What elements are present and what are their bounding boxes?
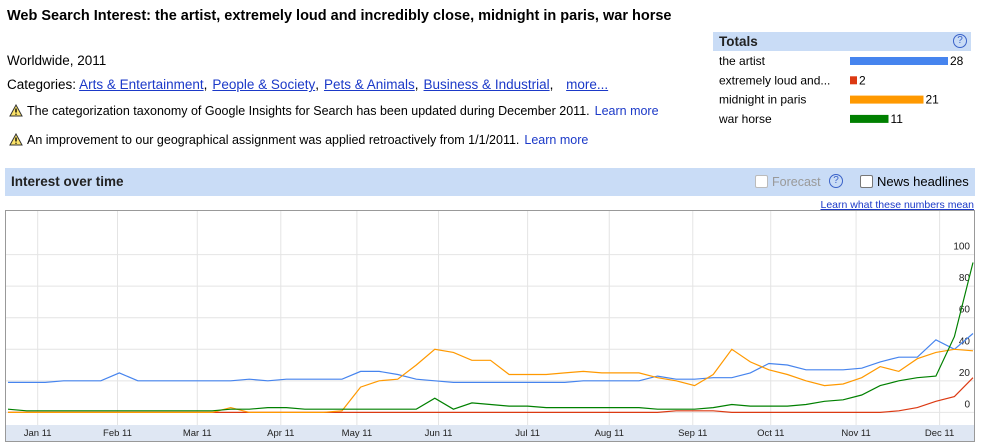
total-name: the artist	[719, 54, 766, 68]
total-bar	[850, 95, 924, 104]
totals-title: Totals	[719, 34, 758, 49]
total-bar	[850, 76, 857, 85]
total-name: extremely loud and...	[719, 73, 830, 87]
category-link[interactable]: Business & Industrial	[424, 77, 554, 92]
totals-box: Totals ? the artist 28 extremely loud and.…	[713, 32, 971, 128]
y-tick-label: 60	[959, 305, 971, 316]
news-checkbox[interactable]	[860, 175, 873, 188]
categories: Categories: Arts & Entertainment People &…	[7, 77, 613, 92]
series-line	[8, 348, 974, 413]
notice: An improvement to our geographical assig…	[9, 132, 589, 147]
x-tick-label: Oct 11	[757, 428, 784, 439]
totals-bars: the artist 28 extremely loud and... 2 midnig…	[718, 54, 964, 126]
forecast-label: Forecast	[772, 175, 821, 189]
x-tick-label: May 11	[342, 428, 372, 439]
category-links: Arts & Entertainment People & Society Pets…	[79, 77, 558, 92]
notice-text: An improvement to our geographical assig…	[27, 133, 520, 147]
x-tick-label: Jul 11	[515, 428, 540, 439]
notice-link[interactable]: Learn more	[524, 133, 589, 147]
forecast-checkbox[interactable]	[755, 175, 768, 188]
total-bar	[850, 114, 889, 123]
x-tick-label: Jun 11	[425, 428, 453, 439]
category-link[interactable]: Pets & Animals	[324, 77, 419, 92]
page-title: Web Search Interest: the artist, extreme…	[7, 8, 672, 24]
x-axis-band	[6, 425, 974, 441]
more-link[interactable]: more...	[566, 77, 609, 92]
y-tick-label: 80	[959, 273, 971, 284]
totals-header: Totals ?	[713, 32, 971, 51]
x-tick-label: Sep 11	[678, 428, 707, 439]
x-tick-label: Aug 11	[595, 428, 624, 439]
x-tick-label: Mar 11	[183, 428, 212, 439]
notice-text: The categorization taxonomy of Google In…	[27, 104, 590, 118]
total-value: 21	[926, 93, 940, 107]
y-tick-label: 100	[953, 242, 970, 253]
panel-title: Interest over time	[11, 174, 124, 189]
chart: Jan 11 Feb 11 Mar 11 Apr 11 May 11 Jun 11 Jul …	[5, 210, 975, 442]
total-value: 28	[950, 54, 964, 68]
warning-icon	[9, 103, 23, 117]
warning-icon	[9, 132, 23, 146]
categories-label: Categories:	[7, 77, 77, 92]
chart-frame	[5, 210, 975, 442]
x-tick-label: Feb 11	[103, 428, 132, 439]
category-link[interactable]: People & Society	[212, 77, 319, 92]
series-line	[8, 333, 974, 383]
total-name: war horse	[718, 112, 772, 126]
total-name: midnight in paris	[719, 93, 806, 107]
series-line	[7, 262, 974, 412]
notice-link[interactable]: Learn more	[594, 104, 659, 118]
category-link[interactable]: Arts & Entertainment	[79, 77, 207, 92]
y-tick-label: 20	[959, 368, 971, 379]
notice: The categorization taxonomy of Google In…	[9, 103, 659, 118]
help-icon[interactable]: ?	[829, 174, 843, 188]
total-bar	[850, 57, 948, 65]
news-label: News headlines	[877, 174, 969, 189]
help-icon[interactable]: ?	[953, 34, 967, 48]
x-tick-label: Dec 11	[925, 428, 954, 439]
total-value: 2	[859, 73, 866, 87]
learn-link[interactable]: Learn what these numbers mean	[820, 199, 974, 211]
panel-header: Interest over time Forecast ? News headl…	[5, 168, 975, 196]
y-tick-label: 0	[964, 399, 970, 410]
total-value: 11	[891, 112, 904, 126]
subtitle: Worldwide, 2011	[7, 53, 107, 68]
x-tick-label: Jan 11	[24, 428, 52, 439]
x-tick-label: Nov 11	[841, 428, 870, 439]
x-tick-label: Apr 11	[267, 428, 294, 439]
y-tick-label: 40	[959, 336, 971, 347]
